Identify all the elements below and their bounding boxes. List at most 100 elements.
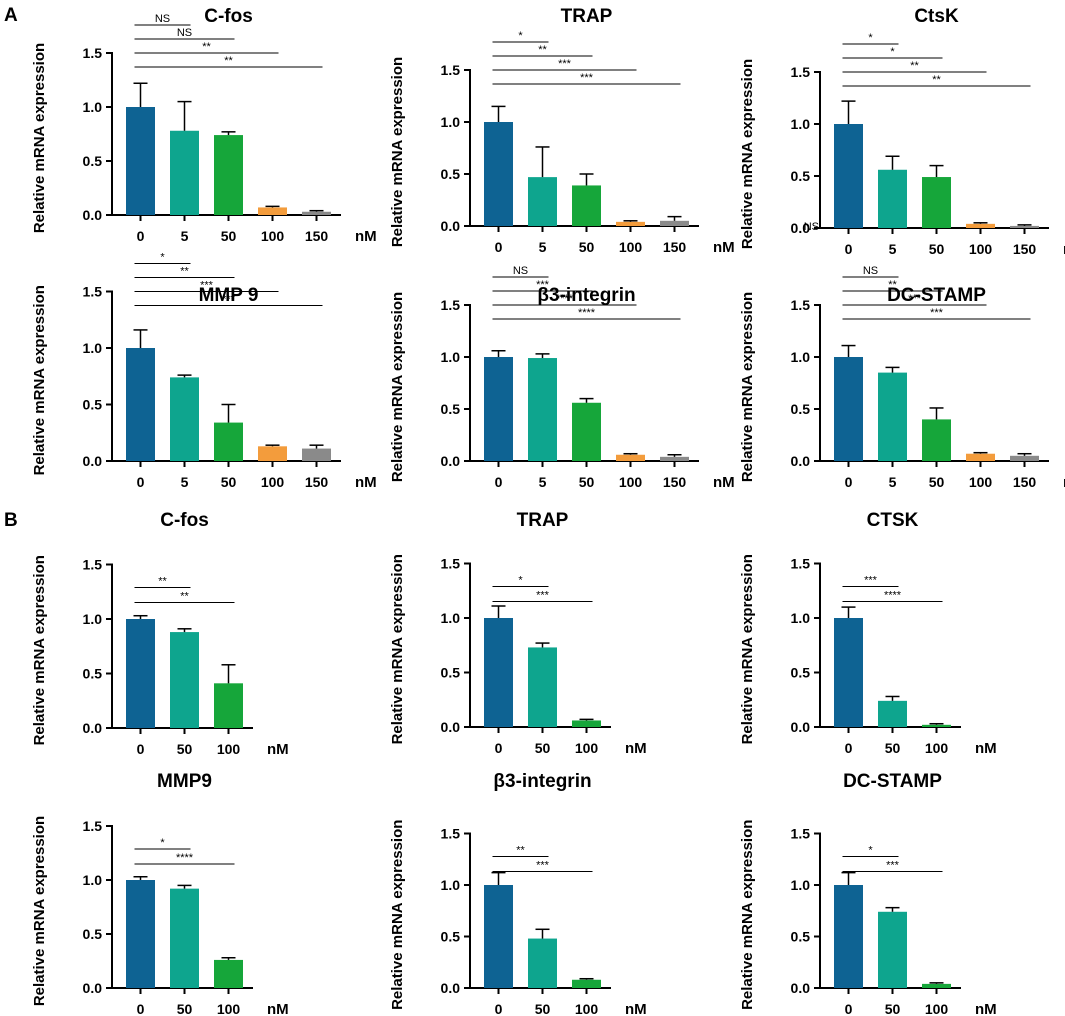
y-axis-label: Relative mRNA expression [739,554,756,744]
chart-1: C-fos Relative mRNA expression 0.0 0.5 1.0 1.… [31,6,377,245]
x-tick-label: 100 [261,474,285,490]
y-tick-label: 0.5 [441,929,461,945]
x-tick-label: 100 [619,239,643,255]
bar-0 [126,880,155,988]
x-tick-label: 100 [217,1001,241,1016]
significance-label: NS [177,27,192,39]
x-tick-label: 100 [969,474,993,490]
extra-label: NS [804,221,819,233]
y-axis-label: Relative mRNA expression [389,820,406,1010]
x-tick-label: 0 [495,740,503,756]
chart-title: β3-integrin [537,285,635,306]
bar-0 [484,885,513,988]
x-tick-label: 100 [217,741,241,757]
y-axis-label: Relative mRNA expression [31,816,48,1006]
bar-5 [528,177,557,226]
chart-title: C-fos [204,6,253,27]
y-tick-label: 0.0 [441,218,461,234]
x-tick-label: 150 [1013,241,1037,257]
significance-label: *** [200,280,214,292]
bar-50 [214,422,243,461]
bar-50 [922,419,951,461]
unit-label: nM [267,1001,289,1016]
bar-50 [170,632,199,728]
bar-100 [572,979,601,988]
chart-5: β3-integrin Relative mRNA expression 0.0 0.… [389,265,735,491]
bar-150 [1010,455,1039,461]
bar-150 [660,456,689,461]
bar-50 [572,402,601,461]
bar-100 [572,720,601,727]
y-tick-label: 0.0 [791,980,811,996]
y-axis-label: Relative mRNA expression [389,554,406,744]
y-tick-label: 1.5 [83,45,103,61]
significance-label: ** [516,845,525,857]
x-tick-label: 5 [539,239,547,255]
x-tick-label: 100 [619,474,643,490]
bar-5 [170,377,199,461]
x-tick-label: 5 [181,474,189,490]
significance-label: NS [513,265,528,277]
x-tick-label: 100 [925,740,949,756]
x-tick-label: 0 [845,740,853,756]
bar-5 [170,130,199,215]
bar-50 [214,135,243,215]
bar-0 [126,619,155,728]
charts-container: C-fos Relative mRNA expression 0.0 0.5 1.0 1.… [31,6,1065,1016]
y-tick-label: 1.0 [441,114,461,130]
significance-label: **** [176,852,194,864]
y-tick-label: 0.5 [791,665,811,681]
chart-3: CtsK Relative mRNA expression 0.0 0.5 1.0 1.5… [739,6,1065,258]
y-tick-label: 0.5 [83,926,103,942]
y-tick-label: 1.5 [83,818,103,834]
significance-label: * [518,30,523,42]
y-axis-label: Relative mRNA expression [739,59,756,249]
significance-label: * [868,32,873,44]
bar-0 [484,357,513,461]
bar-100 [922,724,951,727]
x-tick-label: 0 [845,1001,853,1016]
bar-100 [214,959,243,988]
y-tick-label: 1.5 [83,284,103,300]
y-axis-label: Relative mRNA expression [389,292,406,482]
significance-label: ** [888,279,897,291]
x-tick-label: 5 [889,474,897,490]
y-tick-label: 0.5 [83,666,103,682]
x-tick-label: 0 [845,241,853,257]
significance-label: *** [536,279,550,291]
y-tick-label: 0.0 [83,720,103,736]
significance-label: * [890,46,895,58]
y-tick-label: 1.0 [83,611,103,627]
bar-150 [302,211,331,215]
x-tick-label: 150 [663,474,687,490]
y-tick-label: 1.5 [441,62,461,78]
chart-title: MMP 9 [199,285,259,306]
x-tick-label: 150 [305,228,329,244]
y-tick-label: 0.5 [791,401,811,417]
bar-0 [126,348,155,461]
x-tick-label: 50 [929,474,945,490]
unit-label: nM [1063,474,1065,491]
chart-title: DC-STAMP [887,285,986,306]
y-tick-label: 1.0 [441,610,461,626]
significance-label: *** [580,72,594,84]
chart-title: DC-STAMP [843,771,942,792]
significance-label: **** [578,307,596,319]
bar-100 [214,683,243,728]
bar-100 [966,453,995,461]
significance-label: ** [910,60,919,72]
y-axis-label: Relative mRNA expression [739,292,756,482]
x-tick-label: 100 [261,228,285,244]
chart-10: MMP9 Relative mRNA expression 0.0 0.5 1.0 1.5… [31,771,289,1016]
y-axis-label: Relative mRNA expression [739,820,756,1010]
x-tick-label: 0 [137,1001,145,1016]
y-tick-label: 0.0 [441,453,461,469]
bar-0 [484,618,513,727]
x-tick-label: 5 [539,474,547,490]
unit-label: nM [625,1001,647,1016]
unit-label: nM [625,740,647,757]
x-tick-label: 0 [137,228,145,244]
bar-50 [170,888,199,988]
x-tick-label: 0 [845,474,853,490]
y-tick-label: 1.5 [791,297,811,313]
